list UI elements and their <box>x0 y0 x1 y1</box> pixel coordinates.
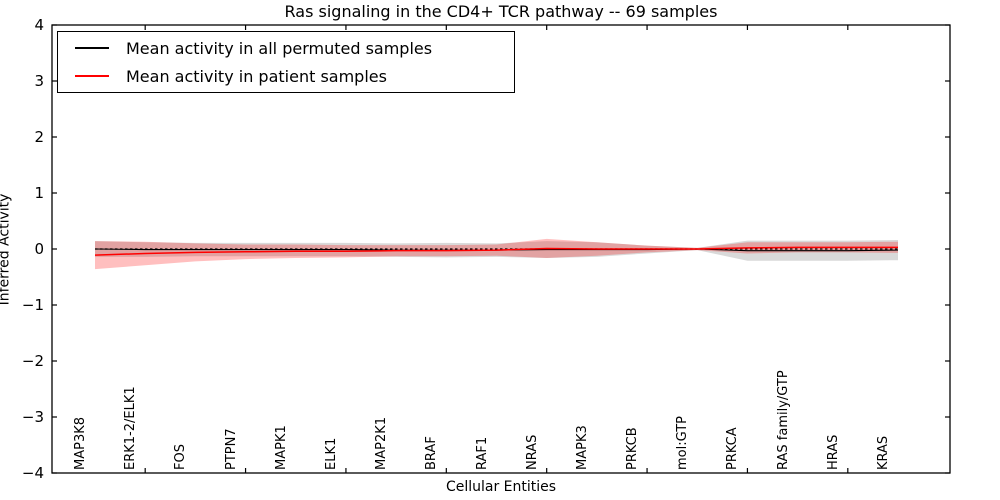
y-tick-label: 4 <box>34 16 44 34</box>
x-tick-label: HRAS <box>825 434 841 470</box>
x-tick-label: RAS family/GTP <box>775 370 791 470</box>
legend: Mean activity in all permuted samples Me… <box>57 31 515 93</box>
y-tick-label: −3 <box>21 408 44 426</box>
y-tick-label: 0 <box>34 240 44 258</box>
x-tick-label: MAP2K1 <box>374 416 390 470</box>
x-tick-label: mol:GTP <box>675 416 691 470</box>
x-tick-label: PTPN7 <box>223 428 239 470</box>
chart-title: Ras signaling in the CD4+ TCR pathway --… <box>284 2 718 21</box>
y-axis-title: Inferred Activity <box>0 193 13 306</box>
patient-mean-line <box>94 246 898 256</box>
x-tick-label: PRKCB <box>625 427 641 470</box>
patient-std-band <box>95 238 898 270</box>
y-tick-label: 2 <box>34 128 44 146</box>
y-tick-label: −2 <box>21 352 44 370</box>
y-tick-label: −1 <box>21 296 44 314</box>
legend-item: Mean activity in all permuted samples <box>58 35 514 61</box>
legend-item-label: Mean activity in all permuted samples <box>126 38 433 58</box>
y-tick-label: 3 <box>34 72 44 90</box>
x-tick-label: ERK1-2/ELK1 <box>123 386 139 470</box>
permuted-line-swatch-icon <box>75 47 109 49</box>
x-tick-label: MAPK3 <box>574 425 590 470</box>
x-tick-label: FOS <box>173 444 189 470</box>
x-tick-label: BRAF <box>424 436 440 470</box>
legend-item-label: Mean activity in patient samples <box>126 66 387 86</box>
y-tick-label: −4 <box>21 464 44 482</box>
legend-item: Mean activity in patient samples <box>58 63 514 89</box>
x-tick-label: MAPK1 <box>273 425 289 470</box>
y-tick-label: 1 <box>34 184 44 202</box>
x-tick-label: KRAS <box>876 435 891 470</box>
patient-line-swatch-icon <box>75 75 109 77</box>
x-tick-label: MAP3K8 <box>73 416 88 470</box>
x-axis-title: Cellular Entities <box>445 479 557 495</box>
x-tick-label: RAF1 <box>474 436 490 470</box>
x-tick-label: NRAS <box>524 434 540 470</box>
x-tick-label: PRKCA <box>725 427 741 470</box>
x-tick-label: ELK1 <box>323 437 339 470</box>
